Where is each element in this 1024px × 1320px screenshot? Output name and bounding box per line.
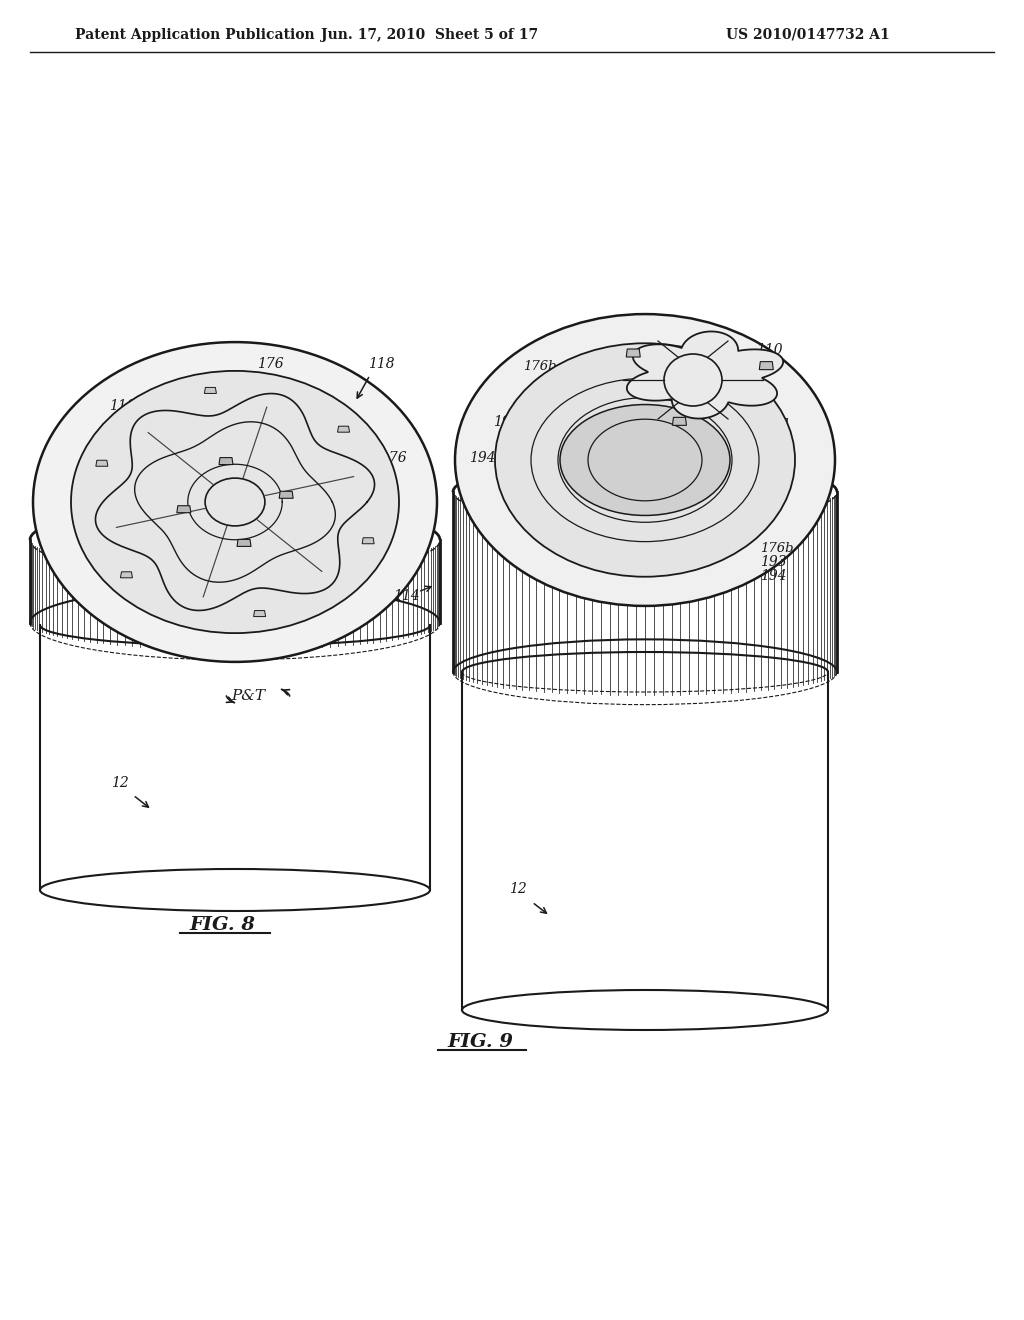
Text: 194: 194 bbox=[297, 399, 324, 413]
Text: FIG. 8: FIG. 8 bbox=[189, 916, 255, 935]
Text: 118: 118 bbox=[368, 356, 394, 371]
Text: Patent Application Publication: Patent Application Publication bbox=[75, 28, 314, 42]
Polygon shape bbox=[760, 362, 773, 370]
Text: 192: 192 bbox=[221, 457, 248, 471]
Polygon shape bbox=[627, 331, 783, 418]
Text: 176: 176 bbox=[541, 374, 567, 387]
Text: 12: 12 bbox=[509, 882, 527, 896]
Text: 176: 176 bbox=[380, 451, 407, 465]
Text: 194: 194 bbox=[760, 569, 786, 583]
Text: 12: 12 bbox=[112, 776, 129, 789]
Text: 192: 192 bbox=[245, 432, 271, 445]
Polygon shape bbox=[673, 417, 686, 425]
Text: 176: 176 bbox=[257, 356, 284, 371]
Ellipse shape bbox=[495, 343, 795, 577]
Text: FIG. 9: FIG. 9 bbox=[447, 1034, 513, 1051]
Text: 176: 176 bbox=[762, 429, 788, 444]
Polygon shape bbox=[254, 611, 265, 616]
Text: Jun. 17, 2010  Sheet 5 of 17: Jun. 17, 2010 Sheet 5 of 17 bbox=[322, 28, 539, 42]
Text: 194: 194 bbox=[287, 454, 313, 469]
Text: 176a: 176a bbox=[756, 414, 790, 428]
Polygon shape bbox=[96, 461, 108, 466]
Polygon shape bbox=[219, 458, 233, 465]
Text: P&T: P&T bbox=[231, 689, 265, 704]
Text: 114: 114 bbox=[392, 589, 419, 603]
Ellipse shape bbox=[455, 314, 835, 606]
Polygon shape bbox=[362, 537, 374, 544]
Text: 116: 116 bbox=[157, 414, 183, 428]
Ellipse shape bbox=[71, 371, 399, 634]
Text: 194: 194 bbox=[494, 414, 520, 429]
Polygon shape bbox=[237, 540, 251, 546]
Text: 190: 190 bbox=[260, 465, 287, 478]
Text: 110: 110 bbox=[109, 399, 135, 413]
Text: 118: 118 bbox=[510, 401, 537, 414]
Text: 114: 114 bbox=[115, 557, 141, 572]
Text: 176b: 176b bbox=[523, 360, 557, 374]
Text: 176b: 176b bbox=[760, 543, 794, 554]
Polygon shape bbox=[338, 426, 349, 432]
Text: 176a: 176a bbox=[524, 388, 557, 401]
Polygon shape bbox=[121, 572, 132, 578]
Ellipse shape bbox=[33, 342, 437, 661]
Text: 176: 176 bbox=[129, 469, 156, 483]
Text: 194: 194 bbox=[184, 441, 211, 455]
Text: 194: 194 bbox=[469, 451, 496, 465]
Ellipse shape bbox=[560, 404, 730, 515]
Text: 193: 193 bbox=[760, 554, 786, 569]
Text: 116: 116 bbox=[595, 348, 622, 363]
Polygon shape bbox=[205, 388, 216, 393]
Text: 110: 110 bbox=[756, 343, 782, 356]
Polygon shape bbox=[627, 348, 640, 356]
Text: US 2010/0147732 A1: US 2010/0147732 A1 bbox=[726, 28, 890, 42]
Polygon shape bbox=[280, 491, 293, 498]
Text: 194: 194 bbox=[165, 389, 191, 403]
Polygon shape bbox=[177, 506, 190, 512]
